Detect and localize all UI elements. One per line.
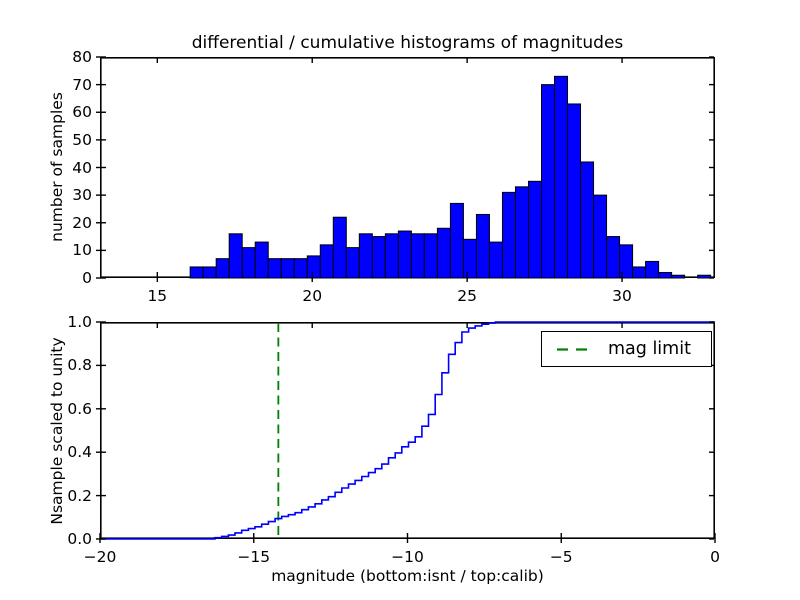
histogram-bar	[462, 238, 477, 279]
bottom-xtick-label-0: 0	[710, 548, 720, 566]
top-xtick-label-20: 20	[302, 287, 323, 305]
bottom-ytick-label-0.8: 0.8	[67, 356, 92, 375]
top-ytick-label-80: 80	[72, 48, 92, 66]
bottom-xtick-label--15: −15	[237, 548, 271, 566]
bottom-ylabel: Nsample scaled to unity	[48, 337, 66, 525]
histogram-bar	[697, 274, 712, 279]
histogram-bar	[319, 244, 334, 279]
histogram-bar	[332, 216, 347, 279]
histogram-bar	[540, 84, 556, 279]
bottom-xtick-label--20: −20	[83, 548, 117, 566]
histogram-bar	[527, 180, 542, 279]
histogram-bar	[619, 244, 634, 279]
histogram-bar	[371, 236, 386, 279]
histogram-bar	[306, 255, 321, 279]
top-ytick-label-10: 10	[72, 241, 92, 260]
histogram-bar	[580, 161, 595, 279]
histogram-bar	[228, 233, 243, 279]
top-ytick-label-50: 50	[72, 130, 92, 149]
histogram-bar	[189, 266, 204, 279]
top-ytick-label-30: 30	[72, 186, 92, 205]
histogram-bar	[384, 233, 399, 279]
top-ytick-label-40: 40	[72, 158, 92, 177]
bottom-ytick-label-0.0: 0.0	[67, 530, 92, 548]
histogram-bar	[514, 186, 529, 279]
bottom-xtick-label--5: −5	[549, 548, 573, 566]
chart-title: differential / cumulative histograms of …	[191, 33, 624, 53]
histogram-bar	[280, 258, 295, 279]
bottom-ytick-label-0.6: 0.6	[67, 399, 92, 418]
top-histogram-plot	[96, 56, 716, 282]
bottom-xtick-label--10: −10	[391, 548, 424, 566]
bottom-ytick-label-1.0: 1.0	[67, 313, 92, 331]
bottom-ytick-label-0.4: 0.4	[67, 443, 92, 462]
top-xtick-label-25: 25	[457, 287, 478, 305]
histogram-bar	[632, 266, 647, 279]
histogram-bar	[202, 266, 217, 279]
histogram-bar	[358, 233, 373, 279]
histogram-bar	[345, 247, 360, 279]
top-ytick-label-70: 70	[72, 75, 92, 94]
histogram-bar	[215, 258, 230, 279]
histogram-bar	[488, 241, 503, 279]
histogram-bar	[436, 227, 451, 279]
cumulative-curve	[100, 321, 715, 540]
histogram-bar	[501, 191, 516, 279]
legend-dash-icon	[557, 348, 587, 351]
histogram-bar	[593, 194, 608, 279]
histogram-bar	[567, 103, 582, 279]
histogram-bar	[554, 75, 569, 279]
histogram-bar	[410, 233, 425, 279]
bottom-ytick-label-0.2: 0.2	[67, 486, 92, 505]
histogram-bar	[254, 241, 269, 279]
top-ytick-label-20: 20	[72, 213, 92, 232]
legend-label: mag limit	[608, 339, 691, 359]
histogram-bar	[658, 271, 673, 279]
top-plot-svg	[96, 56, 716, 282]
histogram-bar	[241, 247, 256, 279]
histogram-bar	[475, 213, 490, 279]
histogram-bar	[423, 233, 438, 279]
top-xtick-label-30: 30	[612, 287, 632, 305]
histogram-bar	[645, 260, 660, 279]
histogram-bar	[671, 274, 686, 279]
top-xtick-label-15: 15	[147, 287, 168, 305]
legend: mag limit	[541, 331, 712, 367]
histogram-bar	[293, 258, 308, 279]
histogram-bar	[397, 230, 412, 279]
histogram-bar	[449, 202, 464, 279]
histogram-bar	[267, 258, 282, 279]
top-ytick-label-60: 60	[72, 103, 92, 122]
histogram-bar	[606, 236, 621, 279]
top-ytick-label-0: 0	[82, 269, 92, 287]
top-ylabel: number of samples	[48, 92, 66, 242]
bottom-xlabel: magnitude (bottom:isnt / top:calib)	[271, 567, 544, 585]
